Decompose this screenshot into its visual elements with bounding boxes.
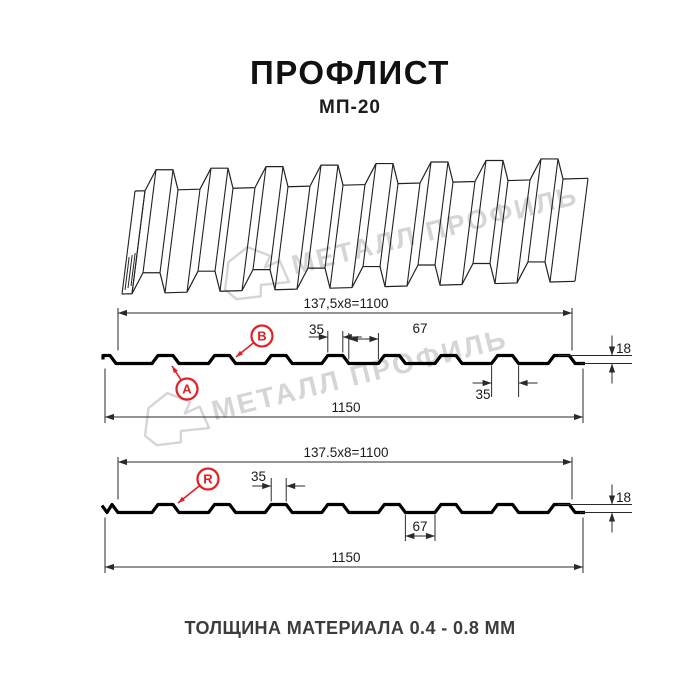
- dim-rib-base-a: 35: [475, 387, 490, 402]
- dim-span-a: 137,5x8=1100: [304, 296, 389, 311]
- side-label-r: R: [203, 472, 213, 487]
- dim-height-a: 18: [616, 341, 631, 356]
- dim-valley-r: 67: [412, 519, 427, 534]
- watermark-1: МЕТАЛЛ ПРОФИЛЬ: [223, 180, 581, 301]
- dim-valley-a: 67: [412, 321, 427, 336]
- dim-height-r: 18: [616, 490, 631, 505]
- dim-rib-top-a: 35: [309, 322, 324, 337]
- dim-rib-top-r: 35: [251, 469, 266, 484]
- watermark-logo-icon: [223, 245, 291, 301]
- dim-span-r: 137.5x8=1100: [304, 445, 389, 460]
- cross-section-front: [101, 308, 632, 423]
- side-labels: [171, 324, 274, 504]
- watermark-logo-icon: [143, 391, 211, 447]
- cross-section-reverse: [100, 457, 632, 573]
- profile-3d-view: [121, 158, 589, 295]
- page-title: ПРОФЛИСТ: [250, 54, 450, 91]
- product-code: МП-20: [319, 97, 381, 118]
- material-thickness-note: ТОЛЩИНА МАТЕРИАЛА 0.4 - 0.8 ММ: [184, 618, 516, 638]
- dim-total-width-a: 1150: [331, 400, 360, 415]
- side-label-a: A: [182, 382, 192, 397]
- dim-total-width-r: 1150: [331, 550, 360, 565]
- side-label-b: B: [257, 329, 266, 344]
